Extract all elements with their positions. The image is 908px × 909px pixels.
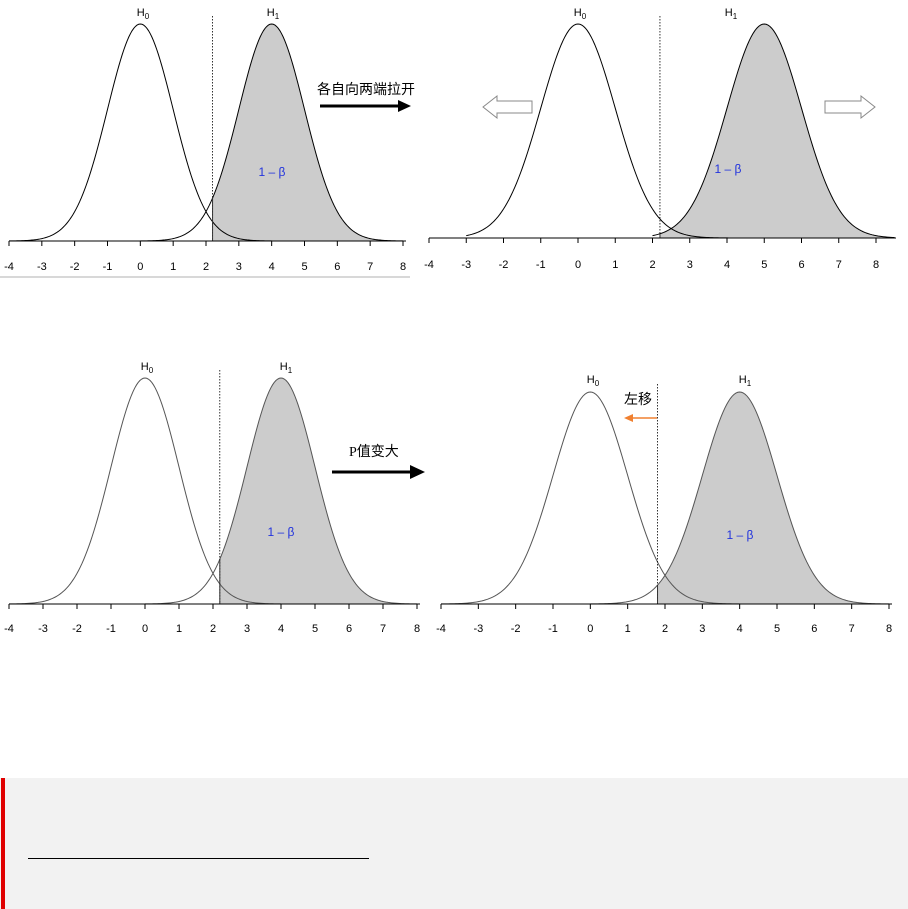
tick-label: -2 <box>511 623 521 635</box>
hollow-right-arrow-icon <box>824 94 876 120</box>
tick-label: 5 <box>301 261 307 273</box>
tick-label: 7 <box>380 623 386 635</box>
tick-label: 5 <box>312 623 318 635</box>
tick-label: 1 <box>625 623 631 635</box>
tick-label: 5 <box>761 259 767 271</box>
tick-label: 8 <box>873 259 879 271</box>
tick-label: 6 <box>334 261 340 273</box>
h1-label: H1 <box>739 374 752 388</box>
tick-label: 7 <box>367 261 373 273</box>
power-region <box>212 24 403 241</box>
tick-label: 0 <box>137 261 143 273</box>
tick-label: -3 <box>461 259 471 271</box>
tick-label: 3 <box>687 259 693 271</box>
tick-label: -4 <box>4 261 14 273</box>
panel-bottom-left: -4 -3 -2 -1 0 1 2 3 4 5 6 7 8 H0 H1 1 – β <box>4 361 420 635</box>
tick-label: 4 <box>724 259 730 271</box>
panel-top-right: -4 -3 -2 -1 0 1 2 3 4 5 6 7 8 H0 H1 1 – β <box>424 7 896 271</box>
h0-label: H0 <box>574 7 587 21</box>
panel-top-left: -4 -3 -2 -1 0 1 2 3 4 5 6 7 8 H0 H1 1 – β <box>4 7 406 273</box>
h0-label: H0 <box>587 374 600 388</box>
bottom-arrow-head <box>410 465 425 479</box>
tick-label: 1 <box>612 259 618 271</box>
tick-label: 4 <box>278 623 284 635</box>
tick-label: 0 <box>142 623 148 635</box>
tick-label: 4 <box>269 261 275 273</box>
h1-curve <box>590 391 890 605</box>
tick-label: 7 <box>836 259 842 271</box>
power-region <box>659 24 895 238</box>
tick-label: 2 <box>649 259 655 271</box>
power-label: 1 – β <box>715 162 742 176</box>
note-underline <box>28 858 369 859</box>
tick-label: 1 <box>176 623 182 635</box>
tick-label: -1 <box>536 259 546 271</box>
tick-label: -3 <box>473 623 483 635</box>
tick-label: 8 <box>886 623 892 635</box>
power-region <box>657 392 889 604</box>
h0-curve <box>8 23 272 242</box>
h1-curve <box>144 377 418 605</box>
power-label: 1 – β <box>259 165 286 179</box>
h1-curve <box>652 23 895 239</box>
tick-label: -1 <box>103 261 113 273</box>
h0-label: H0 <box>141 361 154 375</box>
panel-bottom-right: -4 -3 -2 -1 0 1 2 3 4 5 6 7 8 H0 H1 1 – β <box>436 374 892 635</box>
shift-arrow-head <box>624 414 633 422</box>
tick-label: -3 <box>38 623 48 635</box>
tick-label: 7 <box>849 623 855 635</box>
h1-label: H1 <box>267 7 280 21</box>
tick-label: -2 <box>72 623 82 635</box>
h0-curve <box>440 391 740 605</box>
h0-label: H0 <box>137 7 150 21</box>
tick-label: 6 <box>811 623 817 635</box>
tick-label: 3 <box>236 261 242 273</box>
tick-label: -4 <box>4 623 14 635</box>
tick-label: -4 <box>436 623 446 635</box>
tick-label: -2 <box>499 259 509 271</box>
tick-label: -4 <box>424 259 434 271</box>
tick-label: 8 <box>414 623 420 635</box>
shift-label: 左移 <box>624 392 652 408</box>
tick-label: 3 <box>244 623 250 635</box>
top-arrow-label: 各自向两端拉开 <box>317 82 415 98</box>
tick-label: -3 <box>37 261 47 273</box>
h0-curve <box>466 23 739 239</box>
tick-label: -1 <box>548 623 558 635</box>
top-arrow-head <box>398 100 411 112</box>
tick-label: 2 <box>662 623 668 635</box>
tick-label: -1 <box>106 623 116 635</box>
note-accent-bar <box>1 778 5 909</box>
tick-label: 4 <box>737 623 743 635</box>
tick-label: 1 <box>170 261 176 273</box>
h0-curve <box>8 377 282 605</box>
note-box <box>0 778 908 909</box>
tick-label: 6 <box>798 259 804 271</box>
power-label: 1 – β <box>268 525 295 539</box>
tick-label: 0 <box>575 259 581 271</box>
tick-label: 8 <box>400 261 406 273</box>
tick-label: 2 <box>203 261 209 273</box>
power-label: 1 – β <box>727 528 754 542</box>
tick-label: 6 <box>346 623 352 635</box>
tick-label: -2 <box>70 261 80 273</box>
h1-label: H1 <box>280 361 293 375</box>
h1-label: H1 <box>725 7 738 21</box>
power-region <box>219 378 417 604</box>
h1-curve <box>140 23 404 242</box>
tick-label: 3 <box>699 623 705 635</box>
tick-label: 5 <box>774 623 780 635</box>
tick-label: 2 <box>210 623 216 635</box>
hollow-left-arrow-icon <box>482 94 533 120</box>
tick-label: 0 <box>587 623 593 635</box>
bottom-arrow-label: P值变大 <box>349 444 399 460</box>
